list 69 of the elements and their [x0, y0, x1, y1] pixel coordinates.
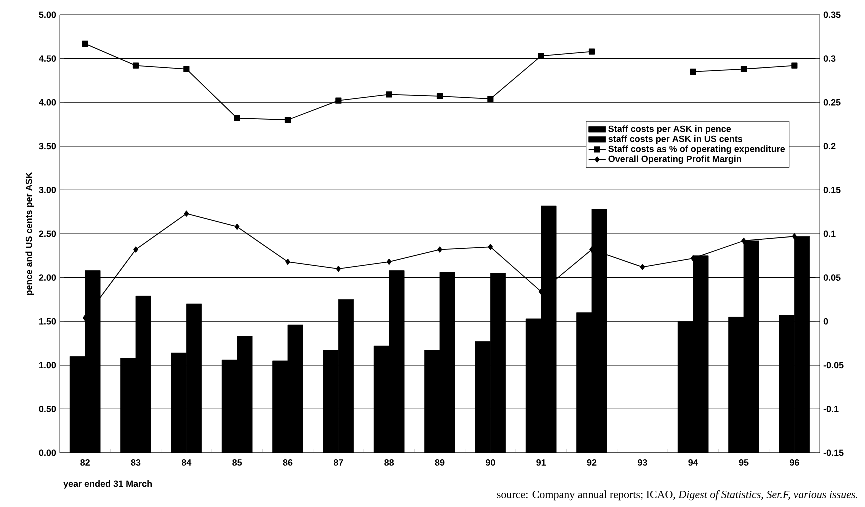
y2-tick-label: 0.35 — [824, 12, 841, 18]
y-tick-label: 1.50 — [40, 318, 56, 325]
point — [234, 224, 240, 230]
y2-tick-label: 0.2 — [824, 143, 836, 150]
x-tick-label: 90 — [486, 460, 496, 466]
x-tick-label: 93 — [638, 460, 648, 466]
point — [792, 234, 798, 240]
y2-tick-label: -0.1 — [824, 406, 839, 412]
point — [436, 93, 444, 100]
x-tick-label: 88 — [384, 460, 394, 466]
point — [488, 96, 494, 102]
x-tick-label: 92 — [587, 460, 597, 466]
point — [336, 266, 342, 272]
y2-tick-label: 0.1 — [824, 230, 836, 238]
x-tick-label: 91 — [536, 460, 546, 466]
point — [538, 53, 544, 60]
x-tick-label: 87 — [334, 460, 344, 466]
point — [336, 98, 342, 104]
x-tick-label: 86 — [283, 460, 293, 466]
x-tick-label: 89 — [435, 460, 445, 466]
point — [740, 66, 748, 72]
y2-tick-label: 0.25 — [824, 99, 841, 106]
y-tick-label: 2.50 — [39, 230, 56, 238]
legend-label: Staff costs per ASK in pence — [608, 126, 732, 134]
x-tick-label: 82 — [80, 460, 90, 466]
source-note: source: Company annual reports; ICAO, Digest of Statistics, Ser.F, various issues. — [497, 490, 858, 501]
x-axis-title: year ended 31 March — [64, 480, 152, 489]
point — [588, 48, 596, 55]
point — [438, 246, 442, 253]
y2-tick-label: -0.05 — [824, 362, 844, 369]
point — [742, 238, 746, 244]
y-tick-label: 3.50 — [39, 143, 56, 150]
y-axis-title: pence and US cents per ASK — [26, 172, 34, 296]
x-tick-label: 96 — [790, 460, 800, 466]
point — [286, 258, 290, 266]
point — [184, 66, 190, 72]
y-tick-label: 0.50 — [39, 406, 56, 412]
y2-tick-label: 0.05 — [824, 274, 841, 281]
point — [488, 244, 494, 250]
legend-label: Overall Operating Profit Margin — [608, 156, 742, 164]
x-tick-label: 95 — [739, 460, 749, 466]
y-tick-label: 4.50 — [39, 56, 56, 62]
y-tick-label: 3.00 — [39, 187, 56, 194]
y-tick-label: 0.00 — [39, 450, 56, 456]
y-tick-label: 5.00 — [39, 12, 56, 18]
point — [82, 40, 88, 47]
point — [386, 258, 392, 266]
point — [184, 210, 190, 217]
y2-tick-label: 0 — [824, 318, 828, 325]
x-tick-label: 84 — [182, 460, 192, 466]
legend-label: staff costs per ASK in US cents — [608, 136, 743, 144]
x-tick-label: 85 — [232, 460, 242, 466]
point — [132, 62, 140, 69]
x-tick-label: 94 — [688, 460, 698, 466]
point — [134, 246, 138, 253]
point — [386, 92, 392, 98]
y-tick-label: 1.00 — [40, 362, 56, 369]
point — [640, 264, 646, 270]
point — [284, 117, 292, 124]
y2-tick-label: 0.15 — [824, 187, 841, 194]
legend-label: Staff costs as % of operating expenditure — [608, 146, 786, 154]
point — [792, 62, 798, 69]
y-tick-label: 2.00 — [39, 274, 56, 281]
y2-tick-label: -0.15 — [824, 450, 844, 456]
point — [234, 115, 240, 122]
y2-tick-label: 0.3 — [824, 56, 836, 62]
x-tick-label: 83 — [131, 460, 141, 466]
y-tick-label: 4.00 — [39, 99, 56, 106]
point — [690, 68, 696, 75]
